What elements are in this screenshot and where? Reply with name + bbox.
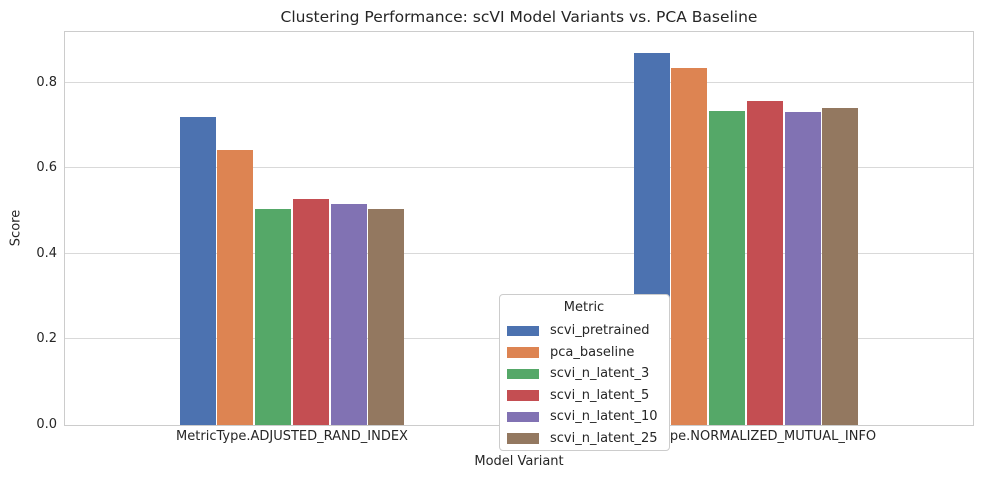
gridline-0.4 (65, 252, 973, 254)
xtick-label-cat0: MetricType.ADJUSTED_RAND_INDEX (176, 429, 408, 444)
bar-scvi_n_latent_10-cat0 (330, 203, 367, 425)
plot-area: Metric scvi_pretrained pca_baseline scvi_n… (64, 31, 974, 451)
bar-scvi_n_latent_25-cat0 (368, 209, 405, 425)
bar-scvi_n_latent_25-cat1 (822, 108, 859, 425)
legend: Metric scvi_pretrained pca_baseline scvi_n… (499, 294, 670, 451)
ytick-label-0.2: 0.2 (36, 331, 57, 347)
legend-swatch-icon (507, 347, 539, 358)
bar-pca_baseline-cat1 (671, 68, 708, 425)
bar-scvi_pretrained-cat0 (179, 117, 216, 425)
legend-swatch-icon (507, 368, 539, 379)
ytick-label-0.8: 0.8 (36, 74, 57, 90)
legend-item-scvi_n_latent_10: scvi_n_latent_10 (507, 406, 661, 428)
xtick-label-cat1: MetricType.NORMALIZED_MUTUAL_INFO (615, 429, 877, 444)
x-axis-label: Model Variant (474, 454, 564, 469)
legend-item-scvi_n_latent_5: scvi_n_latent_5 (507, 385, 661, 407)
bar-scvi_n_latent_5-cat1 (746, 100, 783, 425)
bar-scvi_n_latent_10-cat1 (784, 111, 821, 425)
legend-label: scvi_n_latent_10 (550, 409, 658, 425)
legend-swatch-icon (507, 325, 539, 336)
bar-scvi_n_latent_3-cat1 (709, 111, 746, 425)
legend-item-scvi_n_latent_25: scvi_n_latent_25 (507, 428, 661, 450)
legend-label: scvi_n_latent_25 (550, 430, 658, 446)
ytick-label-0.4: 0.4 (36, 245, 57, 261)
legend-item-pca_baseline: pca_baseline (507, 342, 661, 364)
y-axis-label: Score (8, 209, 24, 247)
ytick-label-0.6: 0.6 (36, 160, 57, 176)
ytick-label-0.0: 0.0 (36, 417, 57, 432)
legend-items: scvi_pretrained pca_baseline scvi_n_latent… (507, 320, 661, 449)
chart-title: Clustering Performance: scVI Model Varia… (280, 8, 758, 26)
legend-label: scvi_n_latent_5 (550, 387, 650, 403)
legend-item-scvi_pretrained: scvi_pretrained (507, 320, 661, 342)
legend-label: scvi_pretrained (550, 323, 650, 339)
legend-swatch-icon (507, 390, 539, 401)
gridline-0.6 (65, 167, 973, 169)
gridline-0.8 (65, 81, 973, 83)
bar-pca_baseline-cat0 (217, 149, 254, 425)
bar-scvi_n_latent_3-cat0 (255, 208, 292, 425)
legend-label: pca_baseline (550, 344, 635, 360)
legend-item-scvi_n_latent_3: scvi_n_latent_3 (507, 363, 661, 385)
legend-title: Metric (563, 300, 605, 315)
legend-swatch-icon (507, 433, 539, 444)
bar-scvi_n_latent_5-cat0 (292, 199, 329, 425)
legend-swatch-icon (507, 411, 539, 422)
legend-label: scvi_n_latent_3 (550, 366, 650, 382)
